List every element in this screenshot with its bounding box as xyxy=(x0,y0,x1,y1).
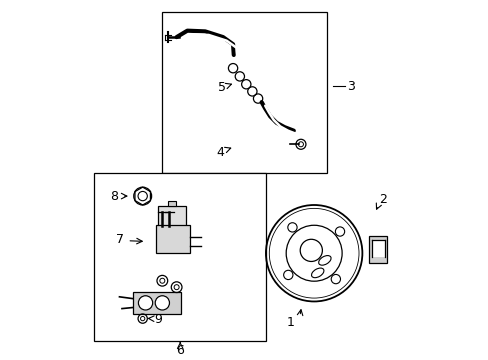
FancyBboxPatch shape xyxy=(132,292,181,314)
FancyBboxPatch shape xyxy=(94,173,265,341)
Text: 1: 1 xyxy=(286,316,294,329)
FancyBboxPatch shape xyxy=(168,201,176,206)
Text: 8: 8 xyxy=(110,190,118,203)
Text: 3: 3 xyxy=(346,80,354,93)
FancyBboxPatch shape xyxy=(157,206,186,226)
FancyBboxPatch shape xyxy=(156,225,190,253)
Text: 5: 5 xyxy=(218,81,226,94)
FancyBboxPatch shape xyxy=(371,240,384,257)
Text: 9: 9 xyxy=(154,313,162,326)
Ellipse shape xyxy=(311,268,323,278)
FancyBboxPatch shape xyxy=(368,237,386,263)
FancyBboxPatch shape xyxy=(162,12,326,173)
Text: 4: 4 xyxy=(216,146,224,159)
Text: 2: 2 xyxy=(378,193,386,206)
Ellipse shape xyxy=(318,256,330,265)
Text: 6: 6 xyxy=(176,343,184,356)
Circle shape xyxy=(138,296,152,310)
Text: 7: 7 xyxy=(116,233,124,246)
Circle shape xyxy=(155,296,169,310)
